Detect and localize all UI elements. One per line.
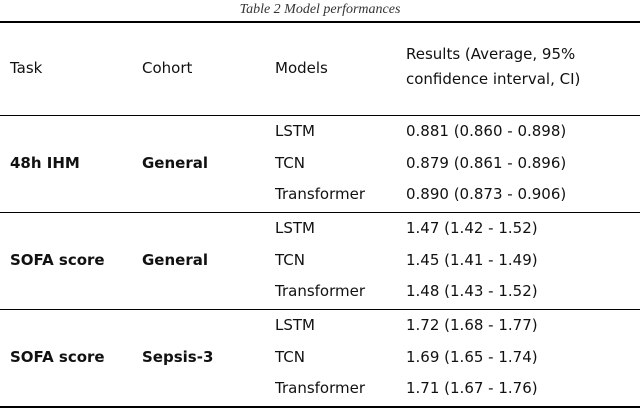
- cell-result: 0.890 (0.873 - 0.906): [406, 185, 567, 203]
- cell-result: 1.72 (1.68 - 1.77): [406, 316, 538, 334]
- cell-cohort: Sepsis-3: [142, 348, 214, 366]
- header-task: Task: [10, 59, 43, 77]
- cell-result: 1.71 (1.67 - 1.76): [406, 379, 538, 397]
- cell-model: LSTM: [275, 316, 315, 334]
- cell-model: Transformer: [275, 185, 366, 203]
- cell-model: Transformer: [275, 282, 366, 300]
- group-rule: [0, 406, 640, 408]
- cell-task: SOFA score: [10, 348, 105, 366]
- cell-result: 1.69 (1.65 - 1.74): [406, 347, 538, 366]
- header-models: Models: [275, 59, 328, 77]
- cell-model: TCN: [275, 250, 305, 269]
- cell-task: SOFA score: [10, 251, 105, 269]
- cell-cohort: General: [142, 154, 208, 172]
- table-caption: Table 2 Model performances: [239, 2, 401, 17]
- cell-result: 1.45 (1.41 - 1.49): [406, 250, 538, 269]
- cell-model: TCN: [275, 153, 305, 172]
- cell-task: 48h IHM: [10, 154, 80, 172]
- cell-result: 1.48 (1.43 - 1.52): [406, 282, 538, 300]
- cell-result: 1.47 (1.42 - 1.52): [406, 219, 538, 237]
- header-cohort: Cohort: [142, 59, 193, 77]
- cell-result: 0.881 (0.860 - 0.898): [406, 122, 567, 140]
- group-rule: [0, 309, 640, 310]
- header-results-1: Results (Average, 95%: [406, 45, 576, 63]
- cell-model: Transformer: [275, 379, 366, 397]
- group-rule: [0, 212, 640, 213]
- cell-result: 0.879 (0.861 - 0.896): [406, 153, 567, 172]
- cell-cohort: General: [142, 251, 208, 269]
- cell-model: TCN: [275, 347, 305, 366]
- cell-model: LSTM: [275, 219, 315, 237]
- header-results-2: confidence interval, CI): [406, 70, 581, 88]
- header-rule: [0, 115, 640, 116]
- cell-model: LSTM: [275, 122, 315, 140]
- table-top-rule: [0, 21, 640, 23]
